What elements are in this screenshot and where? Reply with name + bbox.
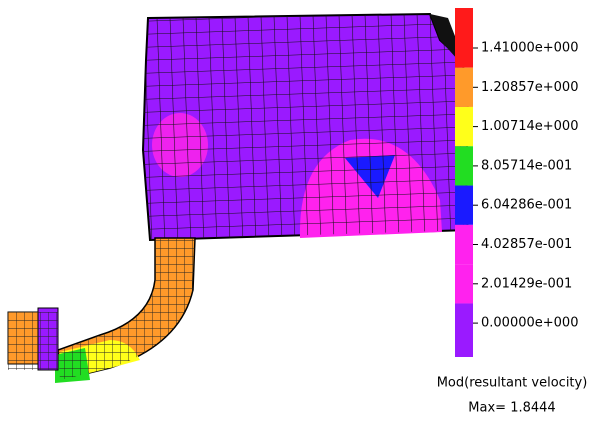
legend-label: 8.05714e-001 — [481, 158, 572, 173]
max-value: Max= 1.8444 — [468, 401, 555, 416]
legend-swatch — [455, 303, 473, 357]
legend-swatch — [455, 68, 473, 107]
legend-title: Mod(resultant velocity) — [437, 376, 588, 391]
model — [8, 14, 468, 383]
legend-label: 6.04286e-001 — [481, 198, 572, 213]
legend-swatch — [455, 225, 473, 264]
legend-swatch — [455, 107, 473, 146]
legend-label: 1.00714e+000 — [481, 119, 578, 134]
legend-swatch — [455, 146, 473, 185]
legend-label: 2.01429e-001 — [481, 276, 572, 291]
legend-swatch — [455, 186, 473, 225]
legend-swatch — [455, 264, 473, 303]
legend-label: 1.20857e+000 — [481, 80, 578, 95]
legend-label: 0.00000e+000 — [481, 316, 578, 331]
result-view: 1.41000e+000 1.20857e+000 1.00714e+000 8.05… — [0, 0, 608, 425]
legend-label: 1.41000e+000 — [481, 41, 578, 56]
legend-swatch — [455, 8, 473, 68]
legend-label: 4.02857e-001 — [481, 237, 572, 252]
legend: 1.41000e+000 1.20857e+000 1.00714e+000 8.05… — [455, 8, 578, 357]
